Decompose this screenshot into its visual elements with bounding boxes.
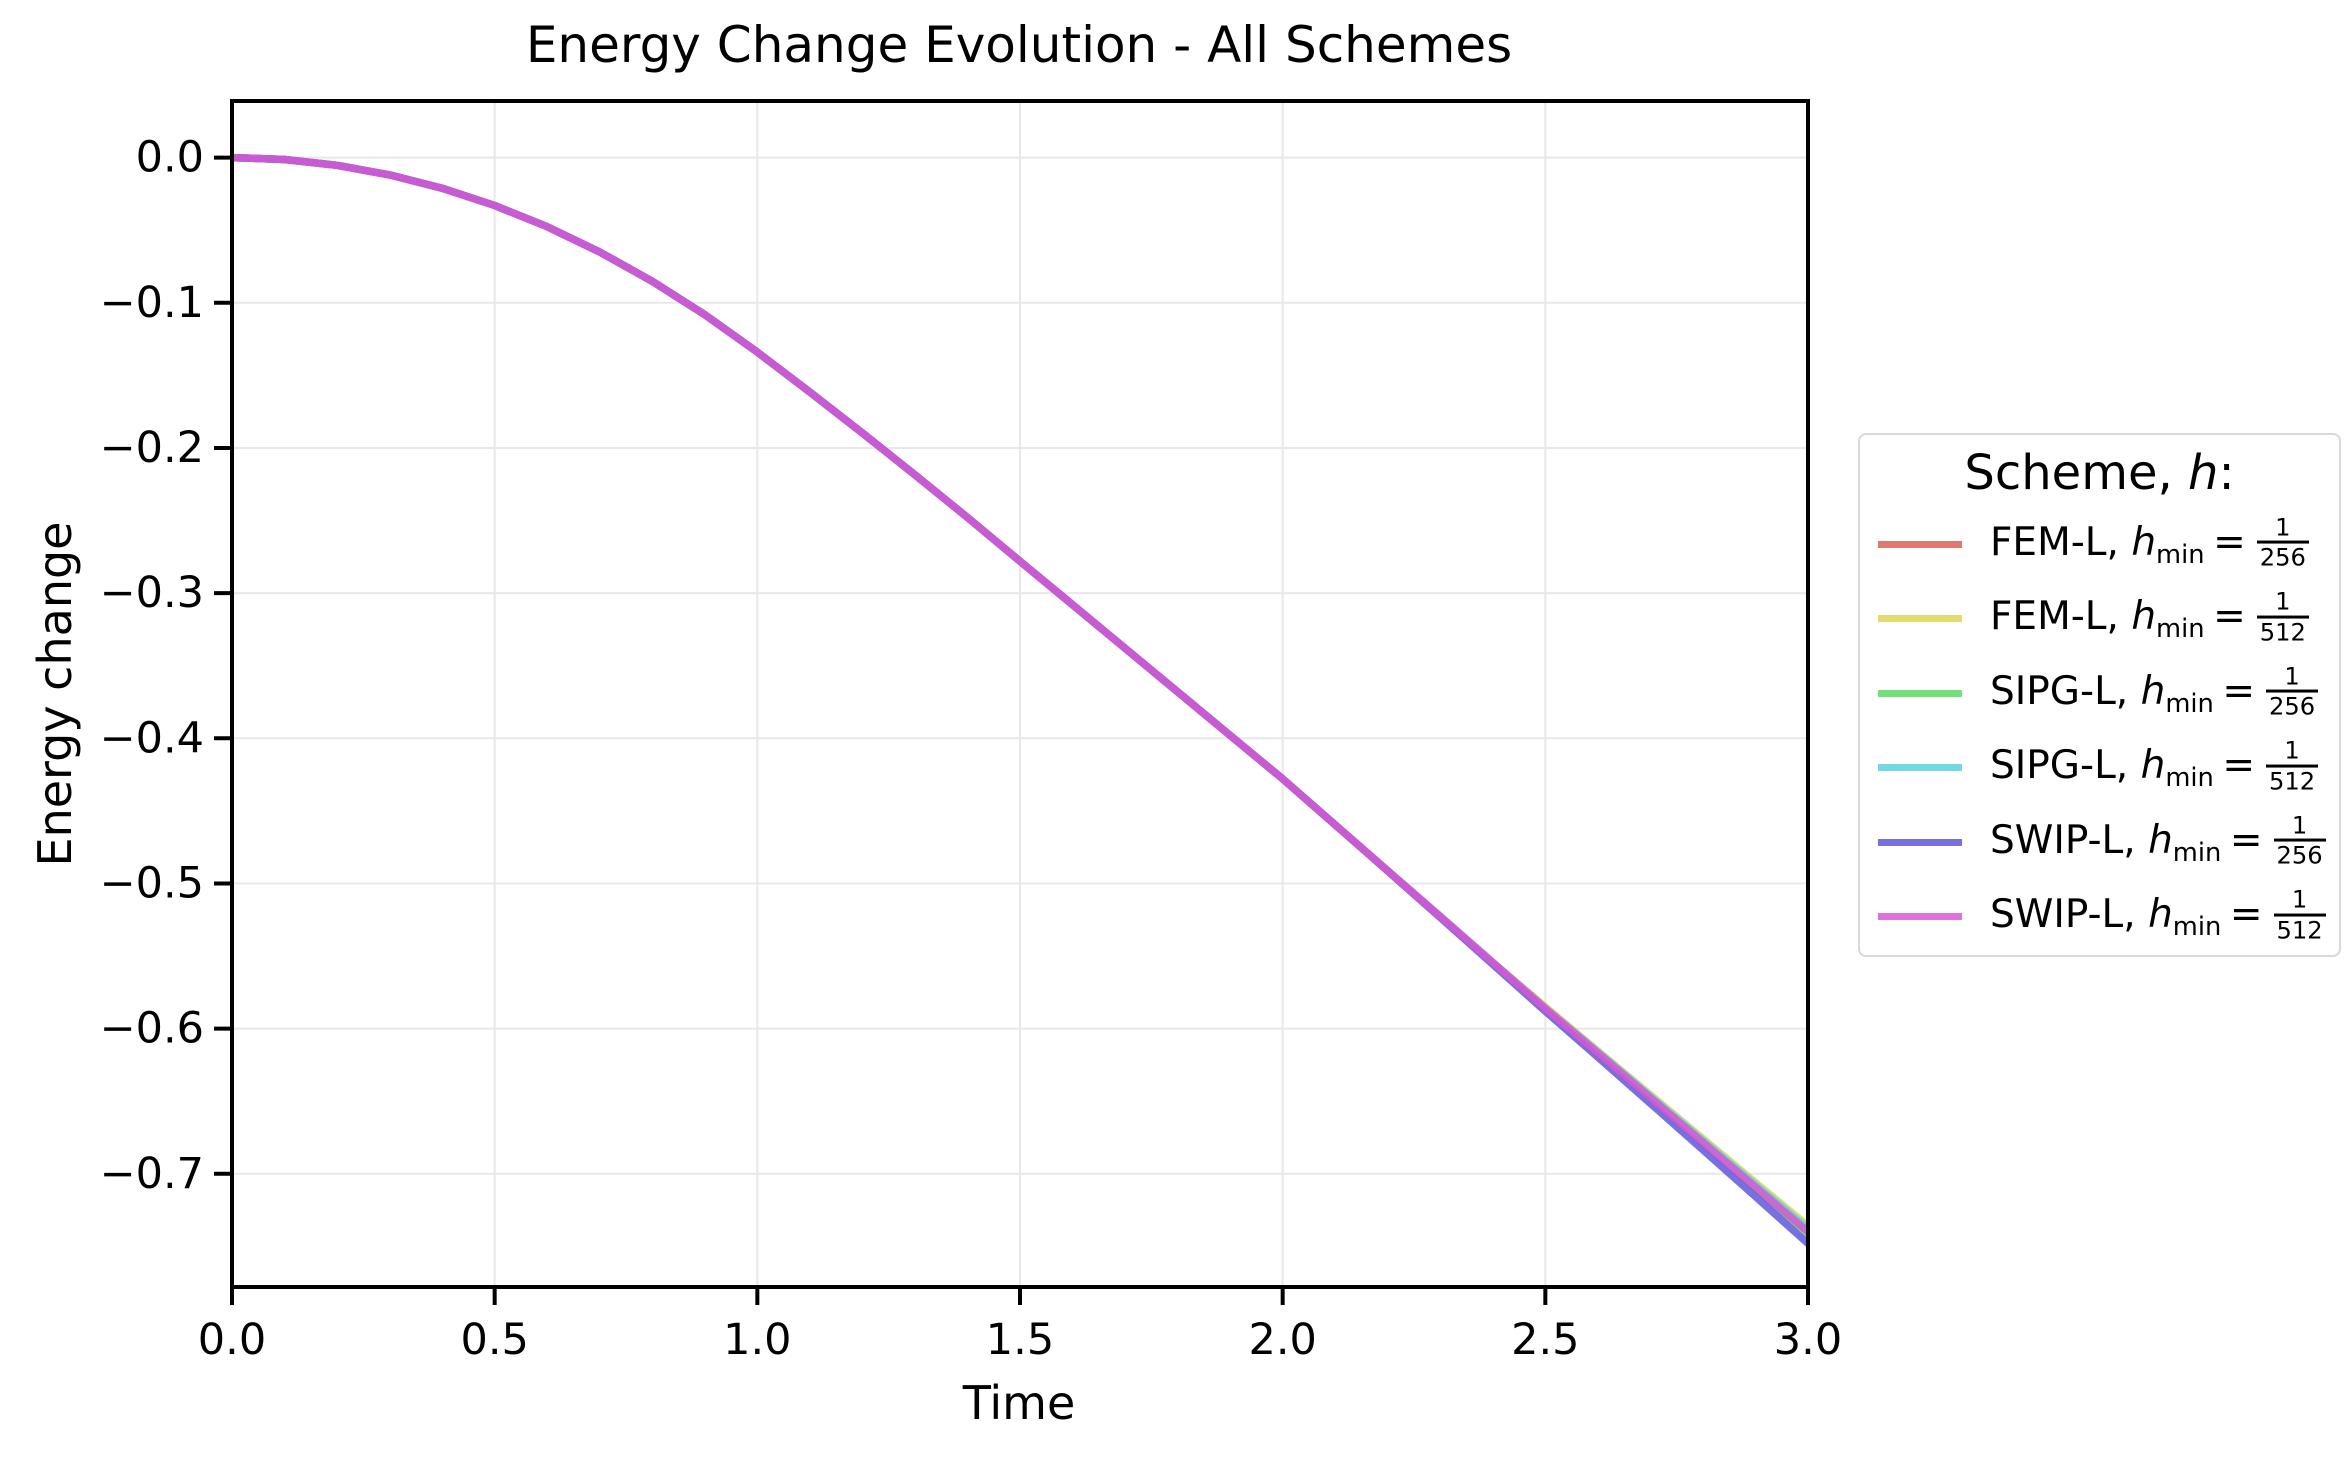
series-group bbox=[230, 153, 1810, 1248]
y-tick-label: −0.4 bbox=[100, 713, 204, 763]
legend-item-label: FEM-L, hmin = 1 512 bbox=[1990, 587, 2309, 647]
fraction-numerator: 1 bbox=[2284, 662, 2300, 691]
legend-h-subscript: min bbox=[2172, 911, 2222, 942]
legend-line-swatch bbox=[1878, 838, 1962, 846]
legend-h-subscript: min bbox=[2172, 837, 2222, 868]
fraction-numerator: 1 bbox=[2291, 811, 2308, 840]
legend-equals-sign: = bbox=[2229, 817, 2263, 863]
legend-item-label: SWIP-L, hmin = 1 256 bbox=[1990, 811, 2326, 871]
legend-line-swatch bbox=[1878, 615, 1962, 623]
legend-line-swatch bbox=[1878, 913, 1962, 921]
legend-scheme-name: SIPG-L, bbox=[1990, 668, 2141, 714]
legend-h-subscript: min bbox=[2165, 762, 2214, 793]
series-line bbox=[230, 153, 1810, 1236]
legend-scheme-name: FEM-L, bbox=[1990, 594, 2132, 640]
legend-entries: FEM-L, hmin = 1 256 FEM-L, hmin = 1 512 SIPG-L, … bbox=[1870, 507, 2329, 954]
fraction-denominator: 512 bbox=[2266, 764, 2319, 795]
legend-item-label: SWIP-L, hmin = 1 512 bbox=[1990, 885, 2326, 945]
y-tick-label: −0.5 bbox=[100, 858, 204, 908]
y-tick-label: −0.6 bbox=[100, 1004, 204, 1054]
legend-h-subscript: min bbox=[2165, 688, 2214, 719]
legend-h-symbol: h bbox=[2140, 668, 2166, 714]
y-tick-label: −0.7 bbox=[100, 1149, 204, 1199]
legend-fraction: 1 256 bbox=[2273, 811, 2326, 870]
fraction-denominator: 256 bbox=[2256, 540, 2309, 572]
fraction-numerator: 1 bbox=[2284, 736, 2300, 765]
legend-scheme-name: FEM-L, bbox=[1990, 519, 2132, 565]
x-axis-label: Time bbox=[962, 1376, 1076, 1430]
legend-h-subscript: min bbox=[2156, 539, 2205, 570]
legend: Scheme, h: FEM-L, hmin = 1 256 FEM-L, hmin = 1… bbox=[1858, 433, 2341, 957]
x-tick-label: 1.0 bbox=[723, 1315, 791, 1365]
fraction-numerator: 1 bbox=[2291, 885, 2308, 914]
legend-h-symbol: h bbox=[2131, 519, 2157, 565]
legend-line-swatch bbox=[1878, 689, 1962, 697]
fraction-numerator: 1 bbox=[2275, 587, 2291, 616]
fraction-denominator: 256 bbox=[2266, 689, 2319, 721]
legend-fraction: 1 512 bbox=[2266, 736, 2319, 795]
legend-equals-sign: = bbox=[2229, 892, 2263, 938]
legend-fraction: 1 512 bbox=[2256, 587, 2309, 646]
y-axis-label: Energy change bbox=[28, 521, 82, 867]
legend-title: Scheme, h: bbox=[1870, 439, 2329, 507]
legend-item: SIPG-L, hmin = 1 256 bbox=[1870, 656, 2329, 731]
legend-equals-sign: = bbox=[2222, 743, 2256, 789]
legend-item: FEM-L, hmin = 1 256 bbox=[1870, 507, 2329, 582]
y-tick-label: −0.3 bbox=[100, 568, 204, 618]
x-tick-label: 2.0 bbox=[1248, 1315, 1316, 1365]
legend-item-label: SIPG-L, hmin = 1 256 bbox=[1990, 662, 2319, 722]
legend-equals-sign: = bbox=[2213, 519, 2246, 565]
legend-item-label: SIPG-L, hmin = 1 512 bbox=[1990, 736, 2319, 796]
legend-line-swatch bbox=[1878, 540, 1962, 548]
fraction-denominator: 512 bbox=[2273, 913, 2326, 944]
legend-fraction: 1 256 bbox=[2266, 662, 2319, 721]
legend-line-swatch bbox=[1878, 764, 1962, 772]
legend-h-symbol: h bbox=[2131, 594, 2157, 640]
legend-h-symbol: h bbox=[2148, 892, 2173, 938]
legend-scheme-name: SIPG-L, bbox=[1990, 743, 2141, 789]
legend-h-symbol: h bbox=[2148, 817, 2173, 863]
y-tick-label: −0.1 bbox=[100, 278, 204, 328]
legend-item-label: FEM-L, hmin = 1 256 bbox=[1990, 513, 2309, 573]
legend-title-suffix: : bbox=[2218, 445, 2235, 501]
fraction-numerator: 1 bbox=[2275, 513, 2291, 542]
x-tick-label: 3.0 bbox=[1774, 1315, 1842, 1365]
legend-h-subscript: min bbox=[2156, 613, 2205, 644]
fraction-denominator: 512 bbox=[2256, 615, 2309, 646]
x-tick-label: 1.5 bbox=[986, 1315, 1054, 1365]
legend-equals-sign: = bbox=[2222, 668, 2256, 714]
x-tick-label: 0.5 bbox=[460, 1315, 528, 1365]
fraction-denominator: 256 bbox=[2273, 838, 2326, 870]
x-tick-label: 2.5 bbox=[1511, 1315, 1579, 1365]
y-tick-label: −0.2 bbox=[100, 423, 204, 473]
x-tick-label: 0.0 bbox=[198, 1315, 266, 1365]
legend-equals-sign: = bbox=[2213, 594, 2246, 640]
legend-title-prefix: Scheme, bbox=[1964, 445, 2189, 501]
legend-h-symbol: h bbox=[2140, 743, 2166, 789]
legend-item: FEM-L, hmin = 1 512 bbox=[1870, 582, 2329, 657]
chart-title: Energy Change Evolution - All Schemes bbox=[525, 16, 1513, 74]
legend-title-h-symbol: h bbox=[2188, 445, 2219, 501]
legend-item: SWIP-L, hmin = 1 512 bbox=[1870, 880, 2329, 955]
legend-fraction: 1 512 bbox=[2273, 885, 2326, 944]
legend-fraction: 1 256 bbox=[2256, 513, 2309, 572]
legend-scheme-name: SWIP-L, bbox=[1990, 892, 2149, 938]
legend-scheme-name: SWIP-L, bbox=[1990, 817, 2149, 863]
legend-item: SWIP-L, hmin = 1 256 bbox=[1870, 805, 2329, 880]
y-tick-label: 0.0 bbox=[136, 133, 204, 183]
legend-item: SIPG-L, hmin = 1 512 bbox=[1870, 731, 2329, 806]
